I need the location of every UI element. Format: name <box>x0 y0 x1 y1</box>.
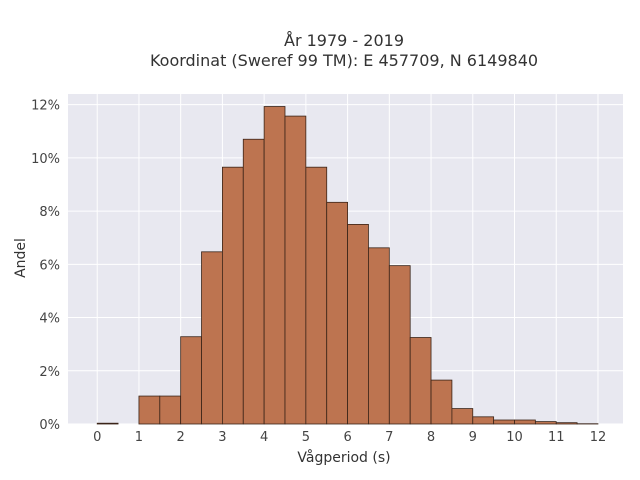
y-tick-label-3: 6% <box>39 258 60 273</box>
histogram-bar-13 <box>368 247 390 425</box>
y-axis-ticks: 0% 2% 4% 6% 8% 10% 12% <box>31 99 60 433</box>
histogram-bar-2 <box>138 395 161 425</box>
x-tick-label-7: 7 <box>385 430 393 445</box>
histogram-bar-19 <box>493 419 515 425</box>
bars <box>96 106 599 425</box>
y-tick-label-2: 4% <box>39 312 60 327</box>
histogram-bar-7 <box>242 138 265 425</box>
histogram-bar-16 <box>430 379 453 425</box>
x-tick-label-11: 11 <box>548 430 565 445</box>
x-tick-label-5: 5 <box>302 430 310 445</box>
histogram-bar-8 <box>263 106 286 425</box>
histogram-bar-21 <box>534 421 557 425</box>
histogram-bar-15 <box>409 337 432 425</box>
x-tick-label-6: 6 <box>343 430 351 445</box>
histogram-bar-9 <box>284 115 307 425</box>
histogram-bar-12 <box>347 224 369 425</box>
y-tick-label-0: 0% <box>39 418 60 433</box>
chart-title-line-1: År 1979 - 2019 <box>284 31 404 50</box>
x-tick-label-9: 9 <box>469 430 477 445</box>
x-tick-label-3: 3 <box>218 430 226 445</box>
histogram-bar-10 <box>305 166 328 425</box>
x-tick-label-4: 4 <box>260 430 268 445</box>
x-tick-label-10: 10 <box>506 430 523 445</box>
x-tick-label-2: 2 <box>177 430 185 445</box>
histogram-bar-22 <box>555 422 578 425</box>
histogram-bar-20 <box>514 419 536 425</box>
y-tick-label-1: 2% <box>39 365 60 380</box>
y-tick-label-4: 8% <box>39 205 60 220</box>
y-axis-title: Andel <box>13 238 29 278</box>
x-axis-ticks: 0 1 2 3 4 5 6 7 8 9 10 11 12 <box>93 430 606 445</box>
x-tick-label-12: 12 <box>590 430 607 445</box>
x-tick-label-1: 1 <box>135 430 143 445</box>
x-axis-title: Vågperiod (s) <box>297 449 390 466</box>
histogram-bar-17 <box>451 408 474 425</box>
histogram-bar-11 <box>326 201 348 425</box>
histogram-bar-4 <box>180 336 202 425</box>
histogram-bar-5 <box>201 251 223 425</box>
histogram-bar-18 <box>472 416 495 425</box>
histogram-bar-0 <box>96 422 119 425</box>
y-tick-label-5: 10% <box>31 152 60 167</box>
chart-title-line-2: Koordinat (Sweref 99 TM): E 457709, N 61… <box>150 51 538 70</box>
histogram-bar-6 <box>221 166 244 425</box>
x-tick-label-8: 8 <box>427 430 435 445</box>
x-tick-label-0: 0 <box>93 430 101 445</box>
histogram-bar-3 <box>159 395 182 425</box>
y-tick-label-6: 12% <box>31 99 60 114</box>
histogram-bar-14 <box>388 265 411 425</box>
